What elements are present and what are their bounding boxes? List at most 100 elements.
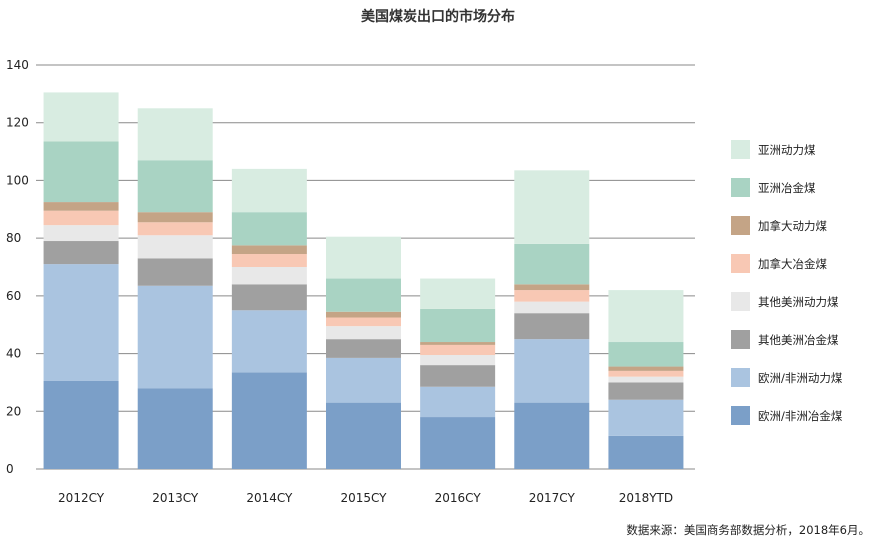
legend-label: 加拿大动力煤 xyxy=(758,219,827,233)
bar-segment xyxy=(514,290,590,302)
y-tick-label: 140 xyxy=(6,58,29,72)
bar-segment xyxy=(231,267,307,285)
x-tick-label: 2018YTD xyxy=(619,491,673,505)
bar-segment xyxy=(137,388,213,469)
bar-segment xyxy=(326,357,401,403)
y-tick-label: 100 xyxy=(6,173,29,187)
legend-label: 加拿大冶金煤 xyxy=(758,257,827,271)
bar-segment xyxy=(608,366,684,371)
bar-segment xyxy=(43,380,119,469)
bar-segment xyxy=(231,212,307,246)
bar-segment xyxy=(43,241,119,265)
bar-segment xyxy=(137,108,213,161)
chart-title: 美国煤炭出口的市场分布 xyxy=(361,8,515,25)
legend-item: 亚洲冶金煤 xyxy=(731,178,816,197)
y-tick-label: 60 xyxy=(6,289,21,303)
y-tick-label: 0 xyxy=(6,462,14,476)
source-note: 数据来源：美国商务部数据分析，2018年6月。 xyxy=(626,523,870,537)
legend-label: 其他美洲动力煤 xyxy=(758,295,839,309)
bar-segment xyxy=(608,342,684,367)
bar-segment xyxy=(514,243,590,285)
x-tick-label: 2016CY xyxy=(435,491,482,505)
bar-stack xyxy=(326,236,401,469)
bar-segment xyxy=(326,339,401,358)
bar-segment xyxy=(608,370,684,377)
bar-segment xyxy=(231,372,307,469)
bar-stack xyxy=(608,290,684,469)
bar-segment xyxy=(231,310,307,373)
bar-segment xyxy=(43,92,119,142)
bar-stack xyxy=(137,108,213,469)
y-tick-label: 20 xyxy=(6,404,21,418)
y-tick-label: 40 xyxy=(6,347,21,361)
legend-label: 欧洲/非洲冶金煤 xyxy=(758,409,843,423)
bar-segment xyxy=(137,235,213,259)
bar-segment xyxy=(514,284,590,291)
bar-segment xyxy=(231,284,307,311)
legend-label: 亚洲动力煤 xyxy=(758,143,816,157)
bar-segment xyxy=(137,258,213,286)
bar-segment xyxy=(43,225,119,242)
legend-swatch xyxy=(731,330,750,349)
bar-segment xyxy=(326,236,401,279)
bar-segment xyxy=(231,254,307,267)
bar-segment xyxy=(608,290,684,343)
legend-item: 欧洲/非洲冶金煤 xyxy=(731,406,843,425)
x-tick-label: 2013CY xyxy=(152,491,199,505)
bar-stack xyxy=(43,92,119,469)
legend-swatch xyxy=(731,216,750,235)
legend-item: 其他美洲冶金煤 xyxy=(731,330,839,349)
bar-segment xyxy=(420,386,496,418)
bar-segment xyxy=(608,382,684,400)
bar-segment xyxy=(514,339,590,403)
bar-segment xyxy=(137,222,213,236)
legend-label: 其他美洲冶金煤 xyxy=(758,333,839,347)
legend-item: 欧洲/非洲动力煤 xyxy=(731,368,843,387)
bar-segment xyxy=(420,355,496,366)
legend-label: 亚洲冶金煤 xyxy=(758,181,816,195)
bar-segment xyxy=(608,399,684,436)
bar-segment xyxy=(326,278,401,312)
bar-segment xyxy=(137,285,213,389)
bar-segment xyxy=(608,376,684,383)
bar-segment xyxy=(420,342,496,345)
bar-segment xyxy=(420,344,496,356)
bar-segment xyxy=(137,160,213,213)
legend-item: 加拿大动力煤 xyxy=(731,216,827,235)
bar-segment xyxy=(608,435,684,469)
bar-segment xyxy=(420,365,496,387)
bar-segment xyxy=(43,202,119,211)
legend-swatch xyxy=(731,368,750,387)
x-axis-tick-labels: 2012CY 2013CY 2014CY 2015CY 2016CY 2017CY 2018… xyxy=(58,491,673,505)
bar-segment xyxy=(514,313,590,340)
bar-segment xyxy=(420,278,496,309)
bar-segment xyxy=(420,417,496,469)
legend-swatch xyxy=(731,254,750,273)
bar-stack xyxy=(231,168,307,469)
bar-segment xyxy=(514,402,590,469)
bar-segment xyxy=(326,317,401,327)
legend-item: 其他美洲动力煤 xyxy=(731,292,839,311)
y-axis-tick-labels: 0 20 40 60 80 100 120 140 xyxy=(6,58,29,476)
bar-segment xyxy=(420,308,496,343)
bar-stacks xyxy=(43,92,684,469)
legend-item: 加拿大冶金煤 xyxy=(731,254,827,273)
legend-swatch xyxy=(731,292,750,311)
legend-swatch xyxy=(731,178,750,197)
bar-segment xyxy=(43,264,119,381)
bar-segment xyxy=(326,402,401,469)
bar-stack xyxy=(420,278,496,469)
bar-segment xyxy=(43,210,119,226)
y-tick-label: 80 xyxy=(6,231,21,245)
bar-segment xyxy=(231,245,307,255)
x-tick-label: 2015CY xyxy=(340,491,387,505)
x-tick-label: 2017CY xyxy=(529,491,576,505)
legend-label: 欧洲/非洲动力煤 xyxy=(758,371,843,385)
bar-segment xyxy=(326,311,401,318)
bar-segment xyxy=(137,212,213,223)
bar-segment xyxy=(326,326,401,340)
legend-item: 亚洲动力煤 xyxy=(731,140,816,159)
bar-segment xyxy=(43,141,119,203)
legend: 亚洲动力煤亚洲冶金煤加拿大动力煤加拿大冶金煤其他美洲动力煤其他美洲冶金煤欧洲/非… xyxy=(731,140,843,425)
